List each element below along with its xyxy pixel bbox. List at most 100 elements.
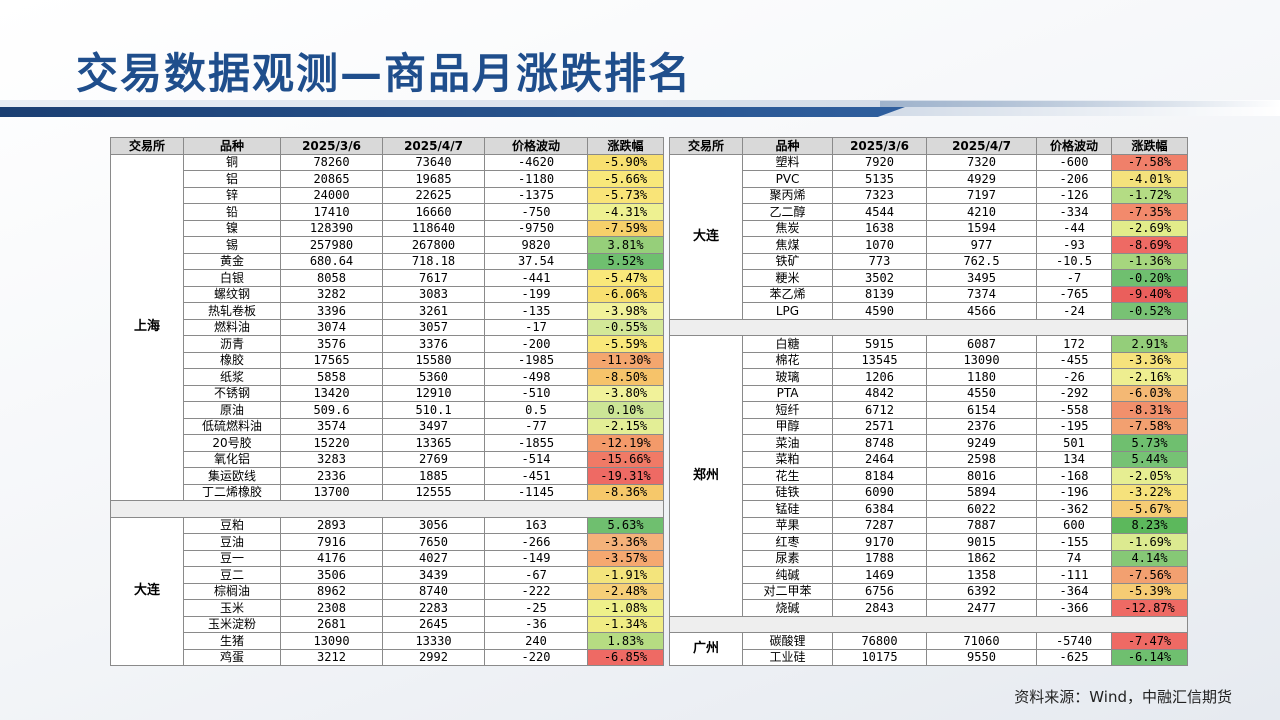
pct-change-cell: 5.63% [587,516,664,534]
price-change-cell: -135 [484,302,588,320]
price-start-cell: 509.6 [280,401,383,419]
variety-cell: 原油 [183,401,281,419]
price-end-cell: 22625 [382,186,485,204]
price-change-cell: -750 [484,203,588,221]
price-change-cell: -5740 [1036,632,1112,650]
pct-change-cell: 1.83% [587,632,664,650]
table-row: 工业硅 10175 9550 -625 -6.14% [670,648,1188,666]
header-banner-dark [0,107,905,117]
price-end-cell: 3495 [926,269,1037,287]
price-change-cell: -455 [1036,351,1112,369]
price-end-cell: 3376 [382,335,485,353]
price-start-cell: 13700 [280,483,383,501]
price-start-cell: 3396 [280,302,383,320]
table-row: 上海铜 78260 73640 -4620 -5.90% [110,153,664,501]
price-end-cell: 118640 [382,219,485,237]
price-change-cell: -1180 [484,170,588,188]
price-change-cell: -1375 [484,186,588,204]
table-row: 大连 塑料 7920 7320 -600 -7.58% [669,153,1188,320]
price-start-cell: 2843 [832,599,927,617]
variety-cell: 白糖 [742,335,833,353]
pct-change-cell: -2.05% [1111,467,1188,485]
table-row: 硅铁 6090 5894 -196 -3.22% [670,483,1188,501]
table-row: 沥青 3576 3376 -200 -5.59% [111,335,664,353]
pct-change-cell: 4.14% [1111,549,1188,567]
pct-change-cell: -3.22% [1111,483,1188,501]
table-row: 铝 20865 19685 -1180 -5.66% [111,170,664,188]
variety-cell: 铜 [183,153,281,171]
price-change-cell: 172 [1036,335,1112,353]
price-end-cell: 267800 [382,236,485,254]
pct-change-cell: -19.31% [587,467,664,485]
price-start-cell: 5858 [280,368,383,386]
variety-cell: 生猪 [183,632,281,650]
price-change-cell: -1855 [484,434,588,452]
price-end-cell: 4027 [382,549,485,567]
header-pct-change: 涨跌幅 [587,137,664,155]
variety-cell: 纯碱 [742,566,833,584]
variety-cell: 玉米 [183,599,281,617]
price-start-cell: 4590 [832,302,927,320]
header-date-end: 2025/4/7 [382,137,485,155]
price-end-cell: 4550 [926,384,1037,402]
pct-change-cell: -1.72% [1111,186,1188,204]
price-change-cell: -26 [1036,368,1112,386]
price-start-cell: 3212 [280,648,383,666]
table-row: 燃料油 3074 3057 -17 -0.55% [111,318,664,336]
table-row: 花生 8184 8016 -168 -2.05% [670,467,1188,485]
variety-cell: 工业硅 [742,648,833,666]
variety-cell: PTA [742,384,833,402]
variety-cell: 热轧卷板 [183,302,281,320]
price-start-cell: 9170 [832,533,927,551]
price-end-cell: 3083 [382,285,485,303]
variety-cell: 硅铁 [742,483,833,501]
pct-change-cell: 3.81% [587,236,664,254]
price-end-cell: 4566 [926,302,1037,320]
price-start-cell: 17410 [280,203,383,221]
price-end-cell: 2645 [382,615,485,633]
table-row: 菜油 8748 9249 501 5.73% [670,434,1188,452]
price-end-cell: 73640 [382,153,485,171]
pct-change-cell: -5.47% [587,269,664,287]
header-exchange: 交易所 [669,137,743,155]
price-start-cell: 24000 [280,186,383,204]
right-ranking-table: 交易所 品种 2025/3/6 2025/4/7 价格波动 涨跌幅 大连 塑料 79… [669,137,1188,666]
table-row: 对二甲苯 6756 6392 -364 -5.39% [670,582,1188,600]
price-start-cell: 5135 [832,170,927,188]
variety-cell: 塑料 [742,153,833,171]
price-start-cell: 8962 [280,582,383,600]
pct-change-cell: -7.56% [1111,566,1188,584]
pct-change-cell: -0.52% [1111,302,1188,320]
header-pct-change: 涨跌幅 [1111,137,1188,155]
pct-change-cell: -2.48% [587,582,664,600]
price-end-cell: 1180 [926,368,1037,386]
table-row: 豆油 7916 7650 -266 -3.36% [111,533,664,551]
table-row: 苯乙烯 8139 7374 -765 -9.40% [670,285,1188,303]
variety-cell: 碳酸锂 [742,632,833,650]
price-start-cell: 78260 [280,153,383,171]
variety-cell: 沥青 [183,335,281,353]
group-separator-row [669,318,1188,336]
table-row: 玉米 2308 2283 -25 -1.08% [111,599,664,617]
price-start-cell: 3502 [832,269,927,287]
price-start-cell: 8139 [832,285,927,303]
table-row: 粳米 3502 3495 -7 -0.20% [670,269,1188,287]
price-start-cell: 3074 [280,318,383,336]
table-row: 橡胶 17565 15580 -1985 -11.30% [111,351,664,369]
variety-cell: 焦煤 [742,236,833,254]
pct-change-cell: -2.16% [1111,368,1188,386]
pct-change-cell: -3.57% [587,549,664,567]
variety-cell: 锌 [183,186,281,204]
price-change-cell: -67 [484,566,588,584]
table-row: 乙二醇 4544 4210 -334 -7.35% [670,203,1188,221]
price-end-cell: 5894 [926,483,1037,501]
variety-cell: 不锈钢 [183,384,281,402]
header-variety: 品种 [183,137,281,155]
variety-cell: 棕榈油 [183,582,281,600]
price-start-cell: 8184 [832,467,927,485]
pct-change-cell: -1.08% [587,599,664,617]
price-start-cell: 1788 [832,549,927,567]
price-change-cell: -441 [484,269,588,287]
separator-cell [669,318,1188,336]
variety-cell: 粳米 [742,269,833,287]
